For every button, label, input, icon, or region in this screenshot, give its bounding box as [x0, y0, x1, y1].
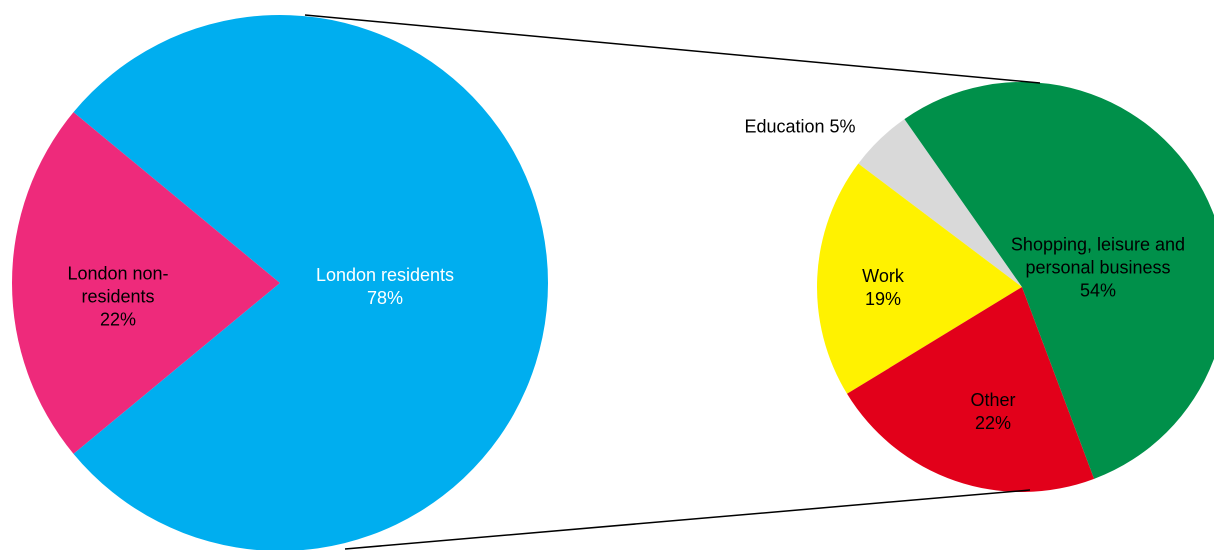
- slice-value: 54%: [1079, 280, 1117, 301]
- slice-value: 19%: [864, 289, 902, 309]
- connector-line: [304, 14, 1041, 84]
- pie-slice: [847, 287, 1095, 492]
- slice-label: Education 5%: [720, 116, 880, 139]
- slice-label: Shopping, leisure and personal business 5…: [1006, 234, 1191, 303]
- slice-name: London residents: [315, 265, 455, 285]
- connector-line: [344, 489, 1031, 550]
- slice-label: Work 19%: [833, 265, 933, 311]
- pie-slice: [858, 119, 1022, 288]
- slice-value: 5%: [829, 116, 856, 137]
- slice-value: 22%: [974, 413, 1012, 433]
- slice-name: Shopping, leisure and personal business: [1010, 234, 1186, 278]
- slice-label: London residents 78%: [275, 264, 495, 310]
- slice-label: London non-residents 22%: [43, 263, 193, 332]
- slice-value: 78%: [366, 288, 404, 308]
- pie-slice: [817, 163, 1022, 394]
- slice-name: Work: [862, 266, 904, 286]
- slice-value: 22%: [99, 309, 137, 330]
- slice-name: London non-residents: [67, 263, 169, 307]
- pie-slice: [904, 82, 1214, 479]
- slice-name: Education: [744, 116, 825, 137]
- slice-name: Other: [970, 390, 1016, 410]
- pie-slice: [73, 15, 548, 550]
- pie-slice: [11, 112, 280, 454]
- slice-label: Other 22%: [943, 389, 1043, 435]
